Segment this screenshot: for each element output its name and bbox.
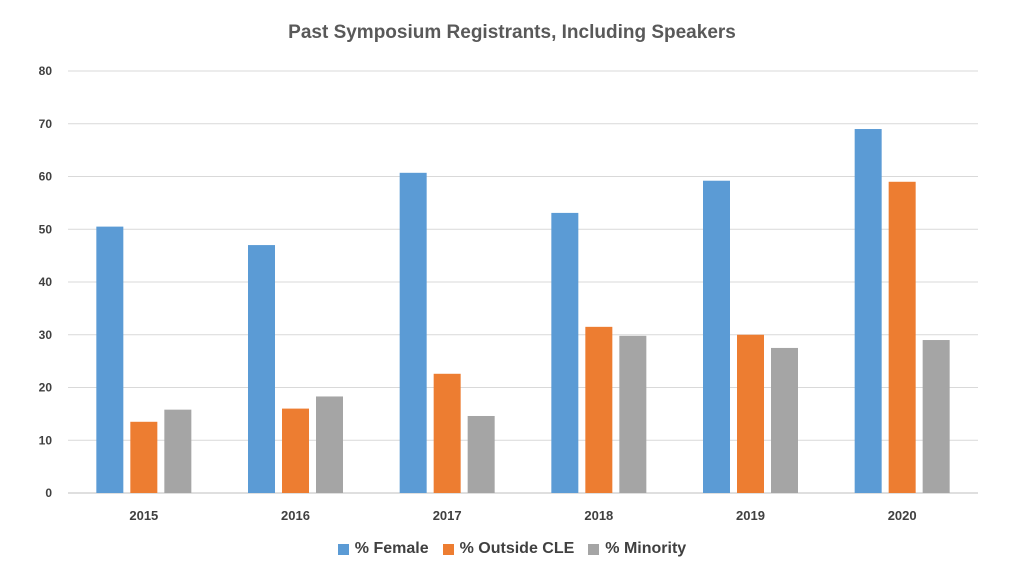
bar-2018-series-1 bbox=[551, 212, 579, 493]
gridlines bbox=[68, 70, 978, 494]
legend-swatch bbox=[337, 543, 349, 555]
bars bbox=[96, 129, 950, 494]
legend-swatch bbox=[442, 543, 454, 555]
bar-2017-series-3 bbox=[467, 415, 495, 493]
y-tick-label: 30 bbox=[39, 328, 53, 342]
y-tick-label: 50 bbox=[39, 222, 53, 236]
bar-2016-series-2 bbox=[282, 408, 309, 493]
bar-2017-series-1 bbox=[399, 172, 427, 493]
bar-2017-series-2 bbox=[433, 373, 461, 493]
y-tick-label: 60 bbox=[39, 170, 53, 184]
y-tick-label: 80 bbox=[39, 64, 53, 78]
bar-2018-series-3 bbox=[619, 335, 647, 493]
y-tick-label: 40 bbox=[39, 275, 53, 289]
y-tick-label: 0 bbox=[45, 486, 52, 500]
bar-2016-series-3 bbox=[316, 396, 343, 493]
x-tick-label: 2015 bbox=[129, 508, 158, 523]
bar-2020-series-2 bbox=[888, 181, 916, 493]
legend-label: % Female bbox=[354, 540, 429, 557]
bar-2020-series-1 bbox=[854, 129, 882, 493]
legend-swatch bbox=[588, 543, 600, 555]
x-tick-label: 2019 bbox=[736, 508, 765, 523]
x-axis-ticks: 2015 2016 2017 2018 2019 2020 bbox=[129, 508, 916, 523]
y-tick-label: 10 bbox=[39, 433, 53, 447]
bar-2016-series-1 bbox=[248, 245, 275, 493]
y-tick-label: 70 bbox=[39, 117, 53, 131]
x-tick-label: 2018 bbox=[584, 508, 613, 523]
x-tick-label: 2016 bbox=[281, 508, 310, 523]
legend-label: % Minority bbox=[605, 540, 687, 557]
bar-2019-series-2 bbox=[737, 334, 764, 493]
bar-2018-series-2 bbox=[585, 326, 613, 493]
chart-legend: % Female % Outside CLE % Minority bbox=[0, 540, 1024, 558]
y-tick-label: 20 bbox=[39, 381, 53, 395]
bar-2015-series-3 bbox=[164, 409, 192, 493]
bar-2019-series-3 bbox=[771, 347, 798, 493]
x-tick-label: 2017 bbox=[433, 508, 462, 523]
legend-item: % Female bbox=[337, 540, 429, 558]
bar-2020-series-3 bbox=[922, 340, 950, 493]
bar-2015-series-2 bbox=[130, 421, 158, 493]
legend-label: % Outside CLE bbox=[459, 540, 575, 557]
bar-2019-series-1 bbox=[703, 180, 730, 493]
y-axis-ticks: 0 10 20 30 40 50 60 70 80 bbox=[39, 64, 53, 500]
bar-2015-series-1 bbox=[96, 226, 124, 494]
legend-item: % Minority bbox=[588, 540, 686, 558]
x-tick-label: 2020 bbox=[888, 508, 917, 523]
chart-title: Past Symposium Registrants, Including Sp… bbox=[288, 22, 736, 43]
legend-item: % Outside CLE bbox=[442, 540, 575, 558]
